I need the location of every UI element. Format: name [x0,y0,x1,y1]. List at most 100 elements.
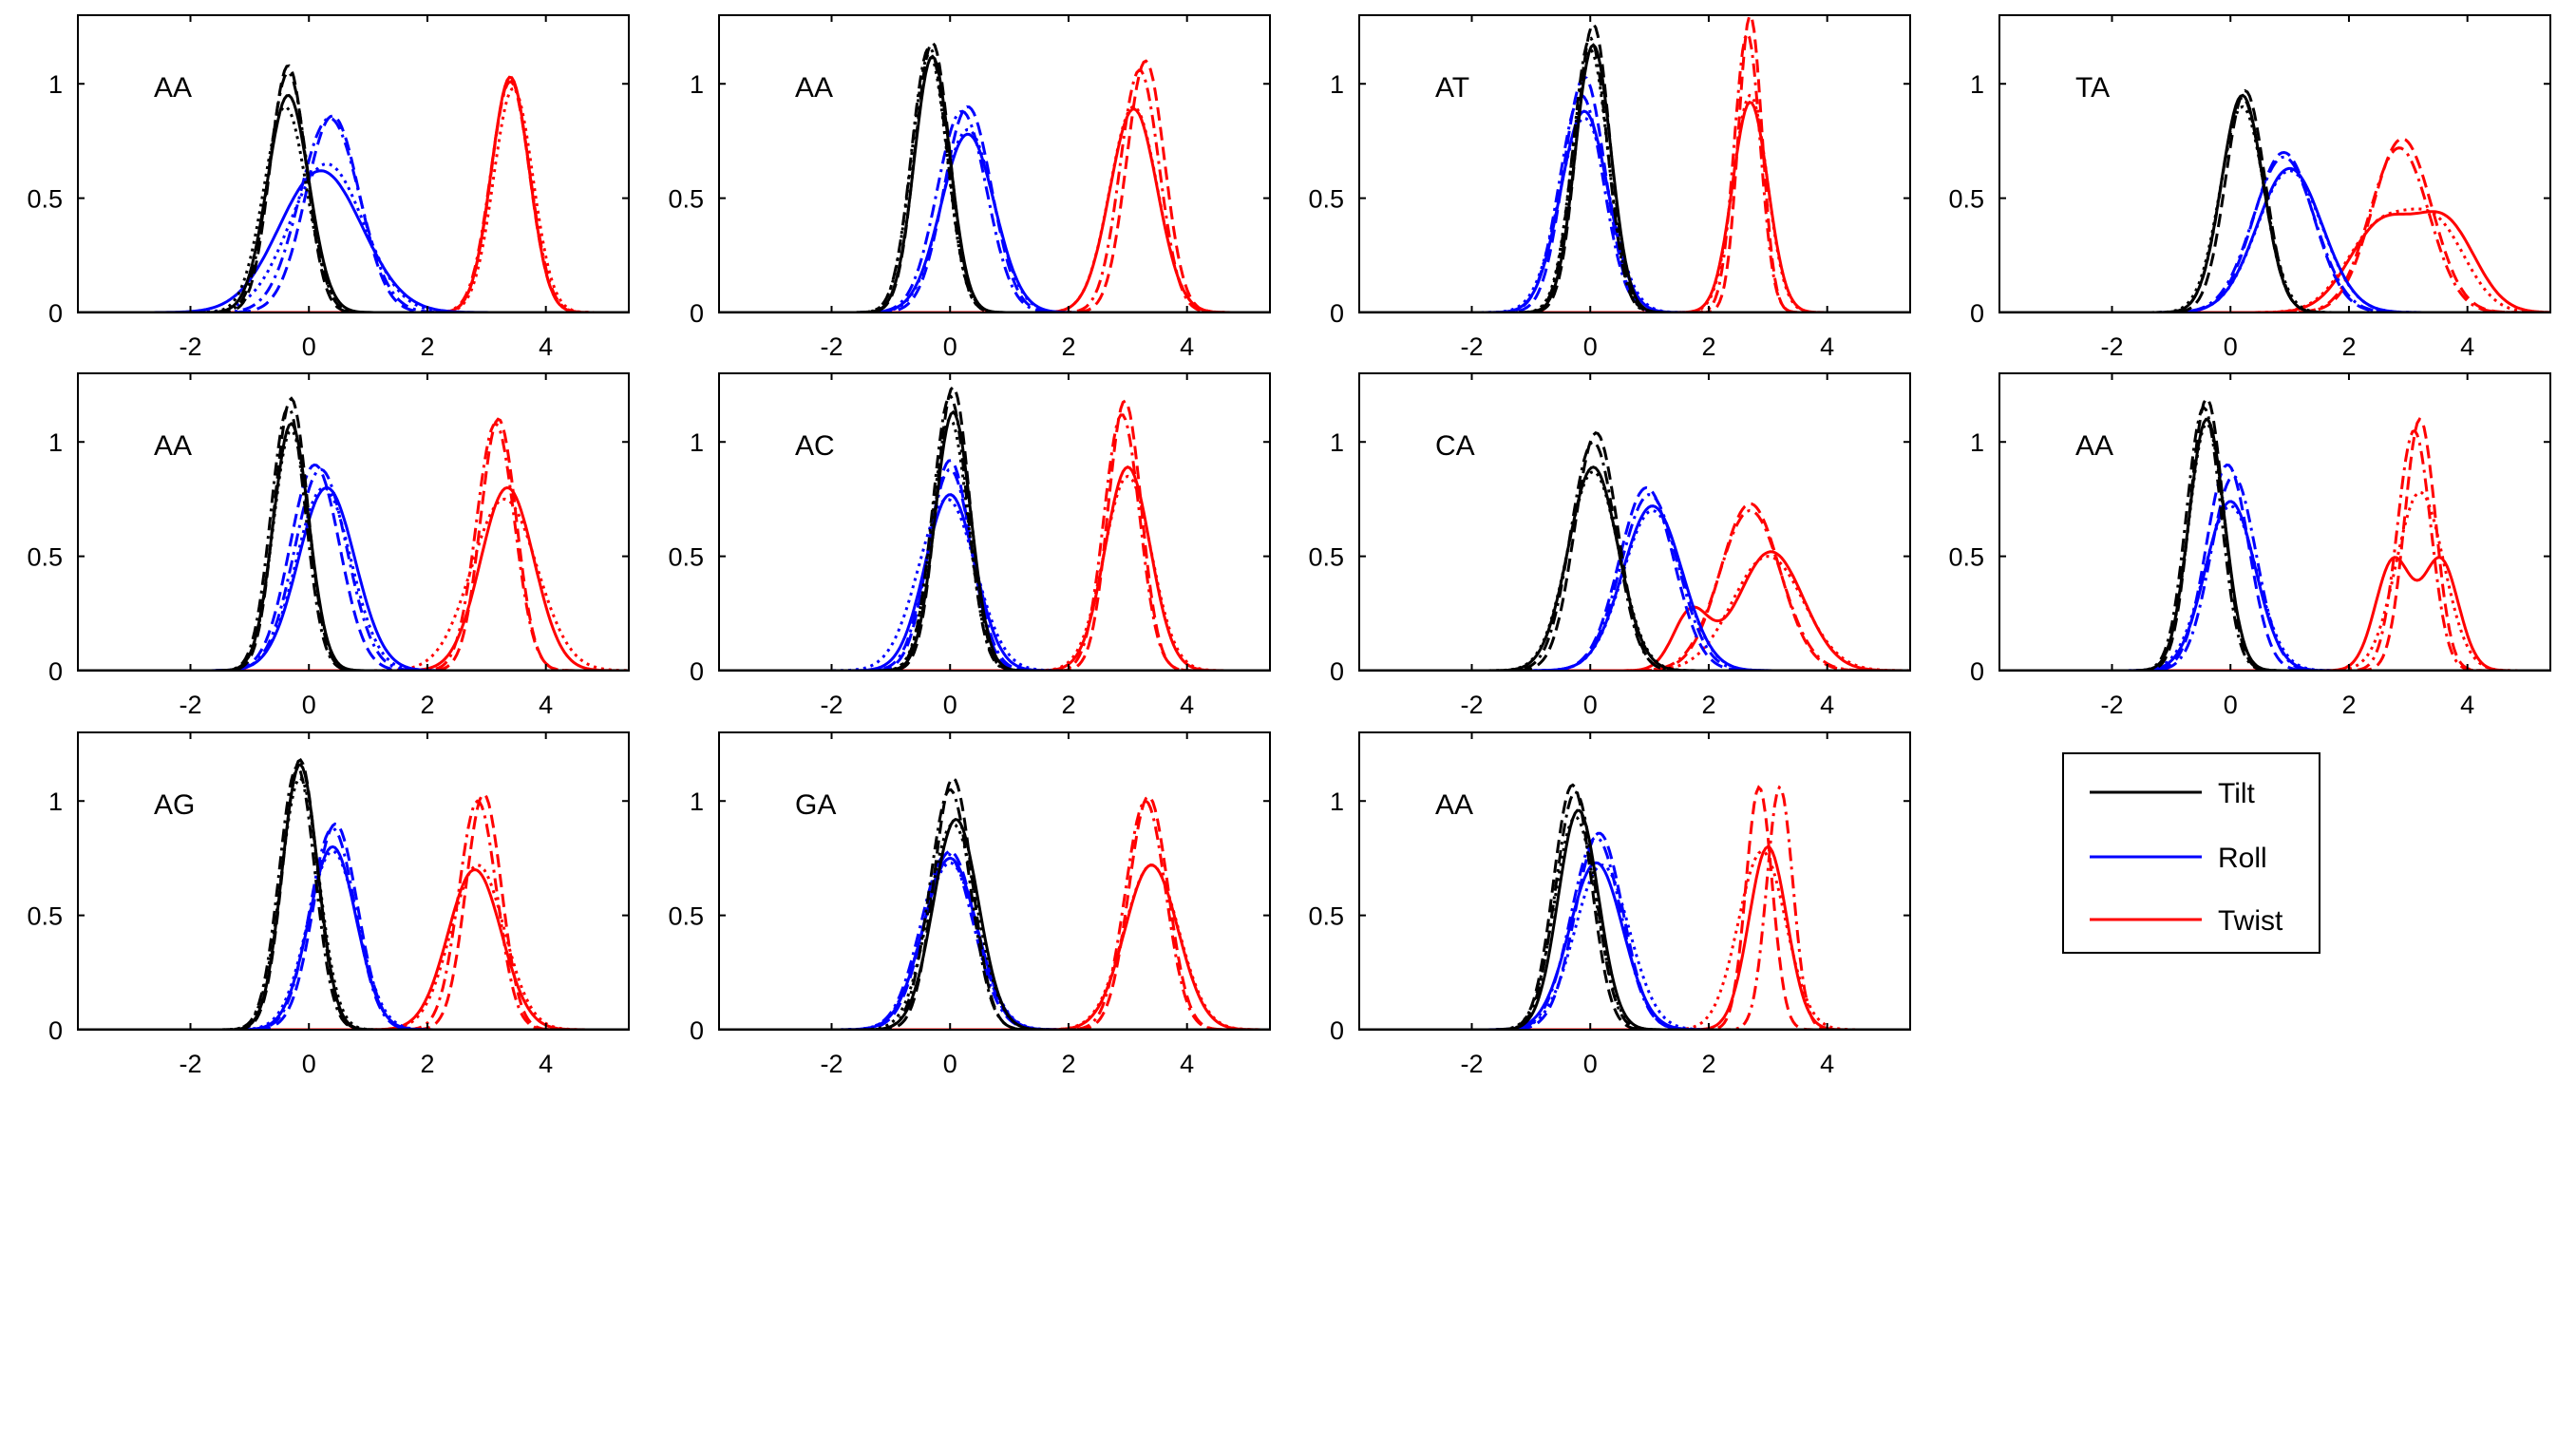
roll-series-line [1359,831,1910,1030]
panel-label: TA [2075,72,2110,104]
panel: -2 0 2 4 0 0.5 1 AA [1948,372,2551,719]
twist-series-line [78,497,629,671]
x-tick-label: -2 [1460,691,1483,719]
x-tick-label: 2 [420,1050,434,1078]
y-tick-label: 0 [48,299,63,328]
x-tick-label: 2 [1061,332,1075,361]
x-tick-label: 0 [943,332,957,361]
series-group [719,385,1270,671]
tilt-series-line [1359,43,1910,313]
x-tick-label: 0 [302,691,316,719]
twist-series-line [719,465,1270,671]
x-tick-label: 2 [1701,1050,1715,1078]
tilt-series-line [1359,815,1910,1030]
x-tick-label: 0 [2224,332,2238,361]
roll-series-line [1359,485,1910,671]
panel-label: AA [795,72,833,104]
x-tick-label: -2 [820,691,843,719]
roll-series-line [1999,166,2550,313]
plot-area [1999,373,2550,671]
twist-series-line [719,799,1270,1030]
panel-label: AA [154,430,192,462]
roll-series-line [78,114,629,313]
panel: -2 0 2 4 0 0.5 1 AA [668,14,1271,361]
tilt-series-line [1359,431,1910,671]
y-tick-label: 1 [690,70,704,99]
y-tick-label: 1 [690,787,704,816]
panel-frame [1358,14,1911,313]
twist-series-line [1359,844,1910,1030]
y-tick-label: 0 [1330,1016,1344,1045]
roll-series-line [719,459,1270,671]
y-tick-label: 0.5 [1308,543,1344,572]
panel-label: CA [1435,430,1475,462]
tilt-series-line [1359,808,1910,1030]
x-tick-label: -2 [179,332,201,361]
x-tick-label: 4 [1180,332,1194,361]
twist-series-line [719,474,1270,671]
y-tick-label: 0 [690,299,704,328]
panel: -2 0 2 4 0 0.5 1 AG [27,731,630,1078]
panel: -2 0 2 4 0 0.5 1 AT [1308,14,1911,361]
tilt-series-line [78,104,629,313]
legend: Tilt Roll Twist [2062,752,2320,954]
panel-label: GA [795,789,836,821]
x-tick-label: 2 [2341,691,2356,719]
y-tick-label: 0.5 [27,902,63,931]
roll-series-line [1359,493,1910,671]
roll-series-line [1359,863,1910,1030]
y-tick-label: 0.5 [27,543,63,572]
panel: -2 0 2 4 0 0.5 1 AA [27,14,630,361]
y-tick-label: 0 [1970,657,1984,686]
x-tick-label: 4 [539,332,553,361]
x-tick-label: -2 [820,1050,843,1078]
x-tick-label: 4 [539,691,553,719]
y-tick-label: 1 [1970,70,1984,99]
twist-series-line [78,867,629,1030]
x-tick-label: 0 [943,1050,957,1078]
panel-label: AA [154,72,192,104]
twist-series-line [1359,849,1910,1030]
x-tick-label: 0 [1583,1050,1598,1078]
twist-series-line [719,863,1270,1030]
roll-series-line [719,852,1270,1030]
twist-series-line [78,792,629,1030]
y-tick-label: 0.5 [1948,543,1984,572]
x-tick-label: 2 [1701,691,1715,719]
x-tick-label: -2 [1460,332,1483,361]
x-tick-label: -2 [2100,691,2123,719]
panel: -2 0 2 4 0 0.5 1 AA [27,372,630,719]
x-tick-label: 2 [1061,1050,1075,1078]
x-tick-label: 2 [420,332,434,361]
panel-label: AG [154,789,195,821]
panel-frame [1358,731,1911,1031]
x-tick-label: 2 [1701,332,1715,361]
panel: -2 0 2 4 0 0.5 1 GA [668,731,1271,1078]
y-tick-label: 0.5 [27,185,63,214]
twist-series-line [719,59,1270,313]
y-tick-label: 1 [1330,70,1344,99]
roll-series-line [78,467,629,671]
x-tick-label: 0 [1583,332,1598,361]
x-tick-label: 4 [1180,691,1194,719]
plot-area [78,732,629,1030]
y-tick-label: 0 [1970,299,1984,328]
tilt-series-line [719,787,1270,1030]
panel-frame [718,14,1271,313]
panel-label: AC [795,430,835,462]
roll-series-line [1999,169,2550,313]
roll-series-line [1359,116,1910,313]
panel-frame [718,731,1271,1031]
roll-series-line [1359,504,1910,671]
y-tick-label: 1 [1330,428,1344,457]
plot-area [78,373,629,671]
twist-series-line [78,417,629,671]
y-tick-label: 1 [48,428,63,457]
y-tick-label: 0.5 [668,543,704,572]
y-tick-label: 1 [1330,787,1344,816]
x-tick-label: -2 [820,332,843,361]
roll-series-line [78,844,629,1030]
series-group [78,757,629,1030]
panel-grid: -2 0 2 4 0 0.5 1 AA -2 0 2 4 0 0.5 1 AA -2 0 2 4 0 0.5 1 AT -2 0 2… [27,14,2551,1078]
panel-label: AT [1435,72,1469,104]
